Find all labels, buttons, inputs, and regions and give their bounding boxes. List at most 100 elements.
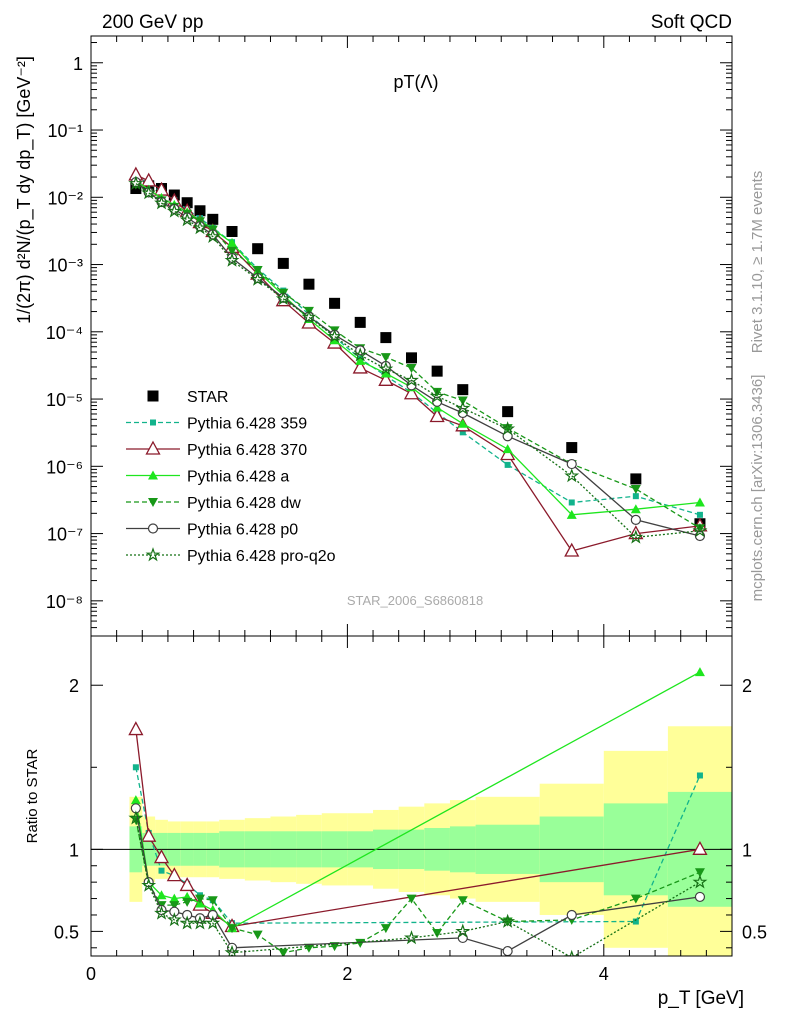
data-point [694,667,705,677]
data-point [182,909,193,921]
data-point [141,877,157,892]
data-point [457,896,468,906]
data-point [457,384,469,396]
y-tick-label-right: 1 [742,840,752,860]
y-tick-label: 10⁻⁶ [46,457,83,477]
data-point [630,514,641,525]
data-point [566,458,577,470]
data-point [303,278,315,290]
data-point [192,915,208,930]
legend-item-pythia-6-428-359: Pythia 6.428 359 [126,416,307,433]
legend-label: STAR [187,389,228,406]
series-pythia-6-428-359 [132,173,703,518]
data-point [205,228,221,243]
y-tick-label: 10⁻⁸ [46,592,83,612]
x-tick-label: 2 [342,964,352,984]
x-tick-label: 4 [599,964,609,984]
data-point [457,418,468,428]
data-point [630,504,641,514]
data-point [329,297,341,309]
data-point [696,511,703,518]
mcplots-label: mcplots.cern.ch [arXiv:1306.3436] [749,375,766,602]
data-point [380,924,391,934]
data-point [429,388,445,403]
legend-item-pythia-6-428-a: Pythia 6.428 a [126,469,289,486]
legend-label: Pythia 6.428 p0 [187,522,298,539]
data-point [500,913,516,928]
y-tick-label: 10⁻¹ [47,121,83,141]
legend-item-pythia-6-428-pro-q2o: Pythia 6.428 pro-q2o [126,547,336,565]
legend-label: Pythia 6.428 a [187,469,289,486]
y-tick-label: 10⁻³ [47,256,83,276]
x-tick-label: 0 [86,964,96,984]
data-point [227,246,238,256]
data-point [227,924,238,934]
data-point [455,400,471,415]
main-plot-area: 10⁻⁸10⁻⁷10⁻⁶10⁻⁵10⁻⁴10⁻³10⁻²10⁻¹1 pT(Λ) … [14,36,733,637]
main-frame [90,35,733,637]
data-point [278,948,289,956]
data-point [141,185,157,200]
legend-marker [147,523,159,534]
header-left: 200 GeV pp [102,12,203,33]
legend-label: Pythia 6.428 359 [187,416,307,433]
data-point [303,943,314,953]
data-point [568,499,575,506]
data-point [166,203,182,218]
y-tick-label: 2 [69,676,79,696]
data-point [166,912,182,927]
data-point [194,894,205,904]
ratio-frame [90,635,733,957]
data-point [404,930,419,945]
data-point [169,901,180,911]
series-pythia-6-428-pro-q2o [128,175,708,544]
data-point [380,353,391,363]
data-point [431,365,443,377]
data-point [566,442,578,454]
legend: STAR Pythia 6.428 359 Pythia 6.428 370 Pyth… [126,389,336,565]
data-point [378,371,394,386]
data-point [128,175,144,190]
y-tick-label: 0.5 [54,922,79,942]
data-point [352,347,368,362]
data-point [696,772,703,779]
data-point [694,891,706,903]
data-point [352,359,368,374]
data-point [224,252,240,267]
data-point [455,923,471,938]
data-point [694,497,705,507]
data-point [694,530,706,542]
data-point [158,867,165,874]
data-point [459,429,466,436]
data-point [130,795,141,805]
data-point [355,355,366,365]
data-point [404,372,419,387]
data-point [154,905,169,920]
data-point [153,849,170,864]
series-pythia-6-428-p0-ratio [130,803,706,956]
series-line-pythia-6-428-359 [135,175,701,516]
data-point [566,509,577,519]
data-point [207,909,218,921]
y-tick-label: 10⁻⁵ [46,390,83,410]
data-point [502,444,513,454]
data-point [169,906,180,917]
legend-marker [145,547,161,562]
data-point [226,225,238,237]
series-line-pythia-6-428-pro-q2o [135,818,701,956]
series-line-pythia-6-428-a [135,180,700,516]
series-line-pythia-6-428-pro-q2o [135,183,700,538]
y-tick-label: 1 [69,840,79,860]
data-point [301,309,317,324]
x-axis-label: p_T [GeV] [658,988,744,1009]
data-point [141,827,157,842]
data-point [630,894,641,904]
legend-marker [150,419,156,426]
data-point [564,949,580,956]
data-point [632,493,639,500]
data-point [500,421,516,436]
data-point [128,810,144,825]
data-point [692,522,708,538]
header-right: Soft QCD [651,12,732,33]
data-point [406,352,417,364]
